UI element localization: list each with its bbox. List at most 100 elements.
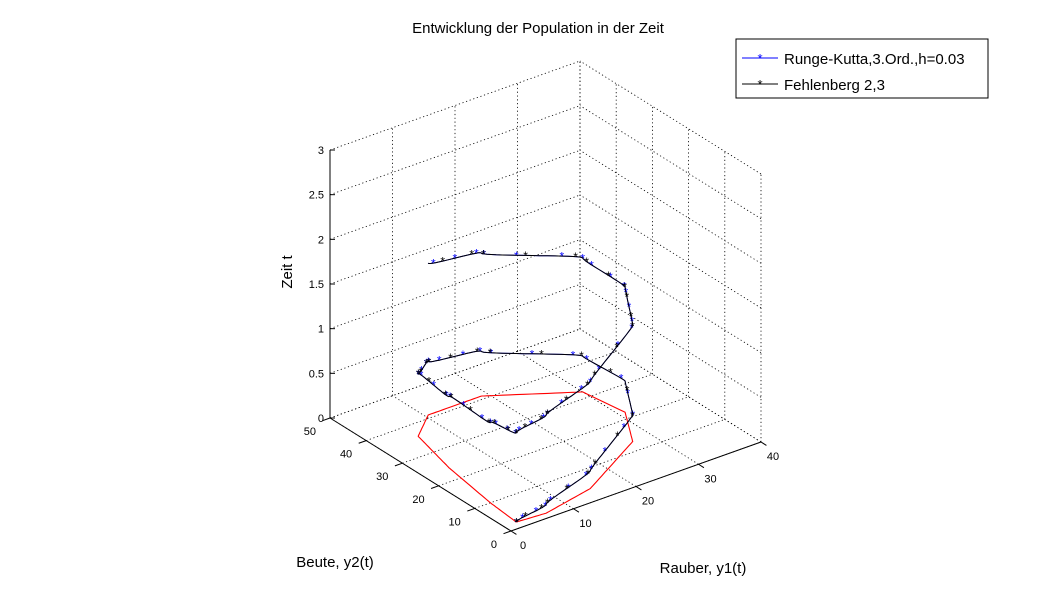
side-wall-grid-z — [579, 60, 762, 175]
series-marker: * — [461, 348, 466, 362]
series-marker: * — [566, 481, 571, 495]
z-tick-label: 2.5 — [309, 190, 324, 202]
series-marker: * — [514, 516, 519, 530]
floor-grid-x — [392, 395, 574, 510]
series-marker: * — [534, 504, 539, 518]
series-marker: * — [586, 467, 591, 481]
series-marker: * — [615, 429, 620, 443]
z-tick-label: 0.5 — [309, 368, 324, 380]
y-tick — [394, 462, 403, 467]
side-wall-grid-z — [579, 105, 762, 220]
series-marker: * — [523, 510, 528, 524]
series-marker: * — [614, 340, 619, 354]
side-wall-grid-z — [579, 283, 762, 398]
series-markers-0: * * * * *** ******************** *** * * * ** * * ***… — [416, 247, 635, 530]
y-tick-label: 10 — [449, 516, 461, 528]
y-tick-label: 50 — [304, 426, 316, 438]
z-tick-label: 1 — [318, 324, 324, 336]
series-marker: * — [625, 384, 630, 398]
series-line-1 — [417, 252, 634, 523]
grid-lines — [329, 60, 762, 532]
series-marker: * — [492, 417, 497, 431]
series-marker: * — [573, 250, 578, 264]
series-projection-line — [417, 391, 634, 523]
legend-label-fehlberg: Fehlenberg 2,3 — [784, 77, 885, 94]
series-marker: * — [579, 349, 584, 363]
x-tick-label: 10 — [579, 518, 591, 530]
x-tick-label: 30 — [704, 473, 716, 485]
legend-label-rk: Runge-Kutta,3.Ord.,h=0.03 — [784, 51, 965, 68]
x-tick — [698, 463, 705, 469]
x-axis-label: Rauber, y1(t) — [660, 560, 747, 577]
series-marker: * — [630, 320, 635, 334]
series-marker: * — [513, 427, 518, 441]
series-marker: * — [440, 255, 445, 269]
y-tick-label: 30 — [376, 471, 388, 483]
floor-grid-y — [366, 351, 617, 441]
x-tick-label: 0 — [520, 540, 526, 552]
x-tick — [760, 441, 767, 446]
y-tick — [322, 417, 331, 422]
series-marker: * — [506, 424, 511, 438]
series-marker: * — [474, 247, 479, 261]
chart-title: Entwicklung der Population in der Zeit — [412, 20, 665, 37]
back-wall-grid-z — [329, 283, 581, 374]
series-marker: * — [418, 365, 423, 379]
series-marker: * — [584, 255, 589, 269]
series-marker: * — [468, 403, 473, 417]
side-wall-grid-z — [579, 150, 762, 264]
series-marker: * — [624, 290, 629, 304]
series-marker: * — [481, 247, 486, 261]
legend-box — [735, 38, 989, 99]
back-wall-grid-z — [329, 60, 581, 151]
series-marker: * — [431, 257, 436, 271]
z-tick-label: 1.5 — [309, 279, 324, 291]
series-marker: * — [541, 411, 546, 425]
z-tick-label: 3 — [318, 145, 324, 157]
y-axis-label: Beute, y2(t) — [296, 554, 374, 571]
series-marker: * — [416, 368, 421, 382]
series-marker: * — [593, 457, 598, 471]
side-wall-grid-z — [579, 328, 762, 443]
axes — [322, 149, 767, 535]
series-marker: * — [443, 388, 448, 402]
back-wall-grid-z — [329, 239, 581, 330]
series-marker: * — [488, 346, 493, 360]
series-marker: * — [545, 407, 550, 421]
floor-grid-x — [454, 373, 637, 487]
floor-grid-y — [474, 419, 725, 509]
series-marker: * — [545, 496, 550, 510]
x-tick-label: 20 — [642, 496, 654, 508]
series-marker: * — [469, 248, 474, 262]
series-marker: * — [584, 468, 589, 482]
series-marker: * — [487, 416, 492, 430]
series-marker: * — [449, 390, 454, 404]
series-marker: * — [416, 367, 421, 381]
series-marker: * — [564, 482, 569, 496]
series-marker: * — [523, 249, 528, 263]
series-marker: * — [437, 354, 442, 368]
series-marker: * — [592, 368, 597, 382]
y-tick — [503, 530, 512, 535]
series-marker: * — [475, 345, 480, 359]
series-marker: * — [579, 383, 584, 397]
back-wall-grid-z — [329, 149, 581, 240]
series-marker: * — [427, 355, 432, 369]
series-marker: * — [448, 351, 453, 365]
series-marker: * — [559, 396, 564, 410]
y-tick — [358, 440, 367, 444]
y-tick-label: 40 — [340, 449, 352, 461]
data-series: * * * * *** ******************** *** * * * ** * * ***… — [416, 247, 636, 530]
back-wall-grid-z — [329, 194, 581, 285]
x-tick — [510, 530, 517, 535]
series-marker: * — [564, 393, 569, 407]
series-marker: * — [452, 252, 457, 266]
y-tick-label: 0 — [491, 539, 497, 551]
z-axis-label: Zeit t — [279, 254, 296, 288]
y-tick — [467, 507, 475, 512]
back-wall-grid-z — [329, 328, 581, 419]
series-marker: * — [424, 356, 429, 370]
series-marker: * — [629, 309, 634, 323]
series-marker: * — [585, 378, 590, 392]
